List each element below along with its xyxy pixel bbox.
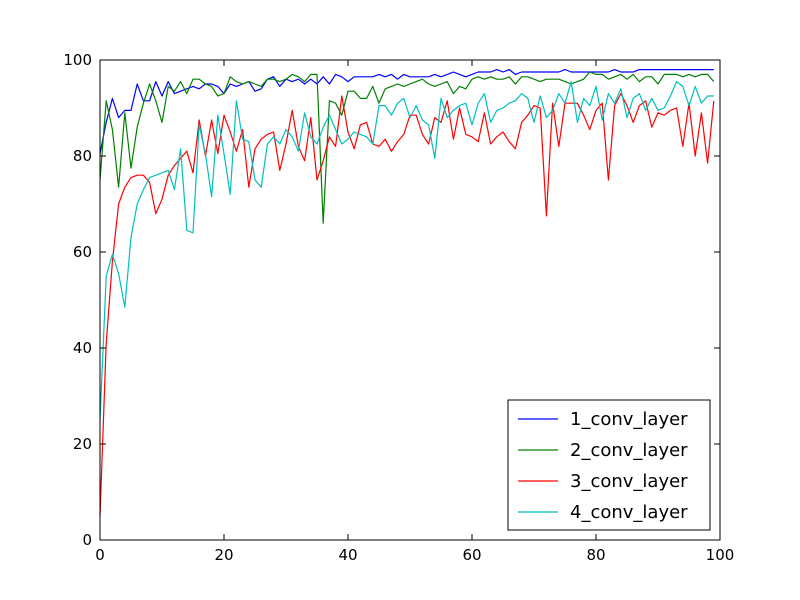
x-tick-label: 0	[95, 546, 105, 564]
x-tick-label: 20	[214, 546, 233, 564]
legend-label: 4_conv_layer	[570, 502, 688, 523]
legend-label: 1_conv_layer	[570, 409, 688, 430]
legend-label: 2_conv_layer	[570, 440, 688, 461]
y-tick-label: 40	[73, 339, 92, 357]
y-tick-label: 0	[82, 531, 92, 549]
x-tick-label: 100	[706, 546, 735, 564]
legend-box	[507, 399, 711, 531]
x-tick-label: 60	[462, 546, 481, 564]
y-tick-label: 60	[73, 243, 92, 261]
x-tick-label: 40	[338, 546, 357, 564]
y-tick-label: 20	[73, 435, 92, 453]
series-line-1	[99, 68, 714, 154]
x-tick-label: 80	[586, 546, 605, 564]
series-lines	[99, 68, 715, 517]
plot-frame	[99, 59, 721, 541]
legend: 1_conv_layer 2_conv_layer 3_conv_layer 4_co…	[507, 399, 711, 531]
axis-ticks: 0 20 40 60 80 100 0 20 40 60 80 100	[63, 51, 734, 564]
legend-label: 3_conv_layer	[570, 471, 688, 492]
series-line-4	[99, 80, 714, 421]
y-tick-label: 100	[63, 51, 92, 69]
y-tick-label: 80	[73, 147, 92, 165]
series-line-2	[99, 71, 715, 224]
